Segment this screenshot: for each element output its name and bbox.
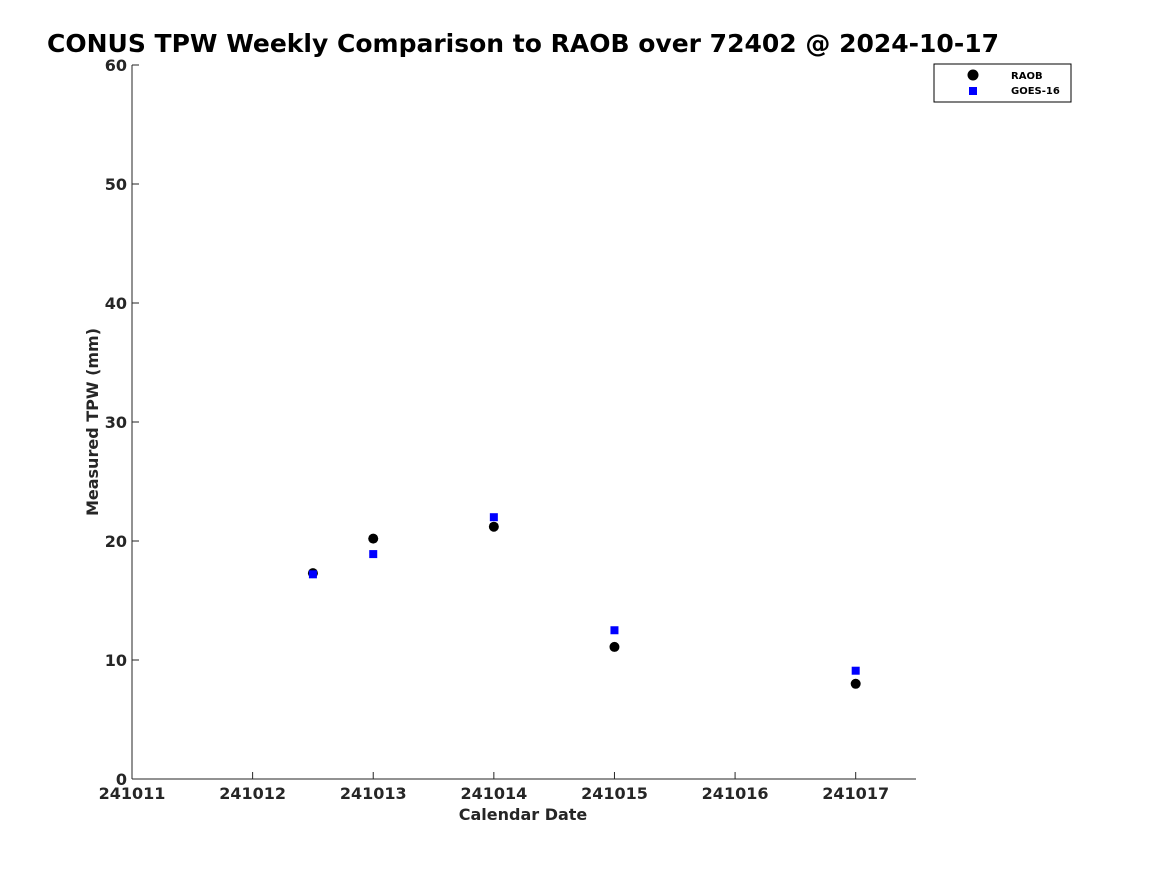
legend-box [933,63,1072,103]
y-tick-label: 20 [105,532,127,551]
x-tick-label: 241017 [822,784,889,803]
data-point-goes-16 [308,570,317,579]
legend-marker-goes [969,87,977,95]
data-point-raob [368,533,379,544]
y-tick-label: 60 [105,56,127,75]
ticks: 0 10 20 30 40 50 60 241011 241012 241013 241014 241… [99,56,889,803]
data-point-goes-16 [489,513,498,522]
data-point-raob [850,678,861,689]
x-axis-label: Calendar Date [459,805,588,824]
data-point-goes-16 [369,550,378,559]
legend-label-raob: RAOB [1011,71,1043,82]
y-tick-label: 50 [105,175,127,194]
y-tick-label: 40 [105,294,127,313]
x-tick-label: 241013 [340,784,407,803]
x-tick-label: 241014 [460,784,527,803]
y-tick-label: 30 [105,413,127,432]
y-tick-label: 10 [105,651,127,670]
chart-title: CONUS TPW Weekly Comparison to RAOB over… [47,29,999,58]
data-point-raob [609,641,620,652]
x-tick-label: 241016 [702,784,769,803]
data-marks [307,513,861,689]
x-tick-label: 241015 [581,784,648,803]
plot-area [131,65,916,780]
y-axis-label: Measured TPW (mm) [83,328,102,516]
data-point-goes-16 [610,626,619,635]
legend-marker-raob [967,69,979,81]
data-point-raob [488,521,499,532]
legend: RAOB GOES-16 [933,63,1072,103]
data-point-goes-16 [851,666,860,675]
y-tick-label: 0 [116,770,127,789]
x-tick-label: 241012 [219,784,286,803]
x-tick-label: 241011 [99,784,166,803]
legend-label-goes: GOES-16 [1011,86,1060,97]
